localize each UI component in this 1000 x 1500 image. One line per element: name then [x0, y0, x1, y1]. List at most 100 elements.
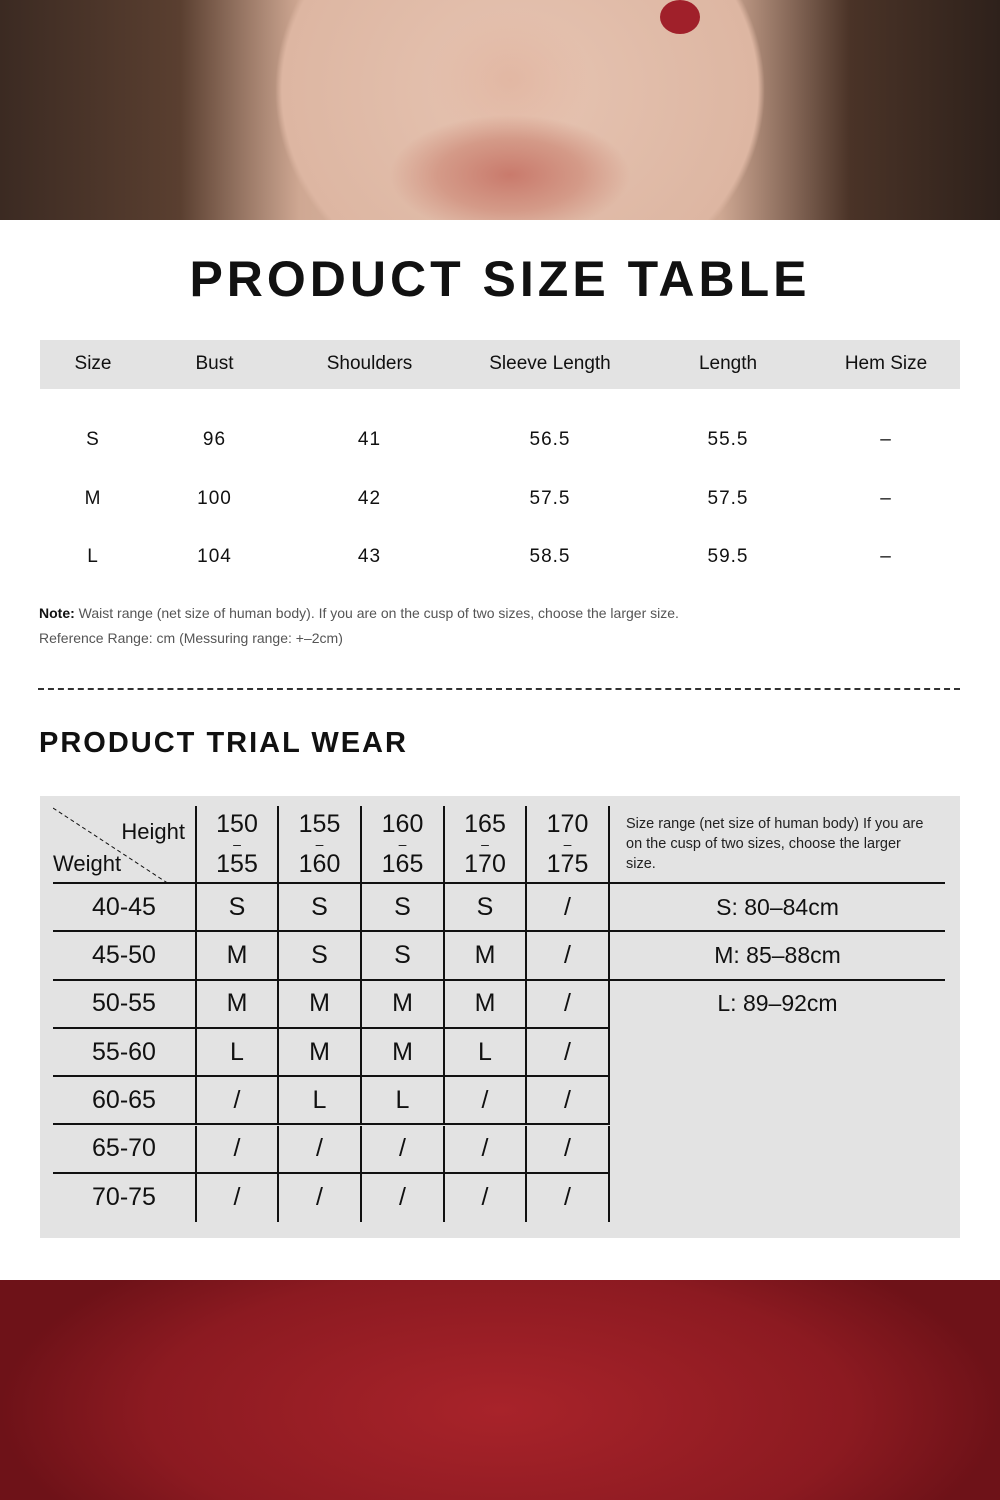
size-recommendation: M: [197, 980, 279, 1029]
height-to: 160: [298, 850, 341, 878]
size-recommendation: /: [527, 1028, 610, 1078]
size-recommendation: /: [362, 1125, 445, 1174]
size-recommendation: M: [445, 980, 527, 1029]
dash: –: [563, 836, 572, 852]
size-recommendation: L: [445, 1028, 527, 1078]
size-recommendation: /: [197, 1077, 279, 1126]
size-cell: L: [87, 546, 99, 567]
size-recommendation: /: [527, 1125, 610, 1174]
height-to: 170: [464, 850, 506, 878]
size-recommendation: M: [362, 1028, 445, 1078]
size-cell: 57.5: [707, 487, 749, 509]
size-cell: 42: [357, 487, 382, 509]
height-range: 160–165: [382, 811, 424, 877]
dash: –: [233, 836, 241, 852]
size-recommendation: L: [362, 1077, 445, 1126]
waist-range: S: 80–84cm: [610, 884, 945, 933]
size-recommendation: /: [279, 1125, 362, 1174]
height-from: 160: [381, 810, 424, 838]
height-to: 155: [216, 850, 258, 878]
height-range-header: 150–155: [197, 806, 279, 884]
dash: –: [481, 836, 489, 852]
size-cell: 41: [357, 429, 382, 450]
size-recommendation: /: [445, 1125, 527, 1174]
trial-wear-table: [40, 796, 960, 1238]
size-cell: 56.5: [529, 429, 571, 450]
height-weight-corner: Height Weight: [53, 806, 197, 884]
height-to: 175: [546, 850, 589, 878]
height-range: 155–160: [299, 811, 341, 877]
divider: [38, 688, 960, 690]
weight-range: 70-75: [53, 1173, 197, 1223]
size-recommendation: S: [362, 932, 445, 981]
dash: –: [398, 836, 407, 852]
size-recommendation: M: [445, 932, 527, 981]
size-recommendation: /: [197, 1173, 279, 1223]
height-to: 165: [381, 850, 424, 878]
height-range: 165–170: [464, 811, 506, 877]
size-recommendation: S: [197, 884, 279, 933]
height-range-header: 160–165: [362, 806, 445, 884]
height-from: 165: [464, 810, 506, 838]
size-cell: M: [84, 487, 102, 509]
note: Note: Waist range (net size of human bod…: [39, 605, 679, 621]
size-cell: S: [86, 429, 100, 450]
size-recommendation: /: [527, 884, 610, 933]
size-recommendation: S: [445, 884, 527, 933]
size-recommendation: S: [279, 884, 362, 933]
size-recommendation: /: [527, 1173, 610, 1223]
size-recommendation: L: [279, 1077, 362, 1126]
reference-range: Reference Range: cm (Messuring range: +–…: [39, 630, 343, 646]
size-recommendation: /: [527, 980, 610, 1029]
size-recommendation: /: [362, 1173, 445, 1223]
size-table-header: [40, 340, 960, 389]
size-cell: 58.5: [529, 546, 571, 567]
weight-range: 60-65: [53, 1077, 197, 1126]
size-recommendation: S: [362, 884, 445, 933]
height-range-header: 165–170: [445, 806, 527, 884]
height-range: 170–175: [547, 811, 589, 877]
height-range: 150–155: [216, 811, 258, 877]
weight-label: Weight: [53, 851, 122, 876]
size-recommendation: M: [197, 932, 279, 981]
size-range-info: Size range (net size of human body) If y…: [610, 806, 945, 884]
size-recommendation: S: [279, 932, 362, 981]
size-cell: 55.5: [707, 429, 749, 450]
waist-range: M: 85–88cm: [610, 932, 945, 981]
height-from: 155: [298, 810, 341, 838]
size-cell: 100: [197, 487, 232, 509]
waist-range: L: 89–92cm: [717, 989, 838, 1016]
diagonal-line: [53, 807, 170, 884]
height-range-header: 170–175: [527, 806, 610, 884]
page-title: PRODUCT SIZE TABLE: [189, 251, 811, 307]
height-label: Height: [121, 819, 185, 844]
size-cell: –: [880, 429, 892, 450]
weight-range: 55-60: [53, 1028, 197, 1078]
height-from: 150: [216, 810, 258, 838]
red-sweater-photo: [0, 1280, 1000, 1500]
note-text: Waist range (net size of human body). If…: [78, 605, 679, 621]
size-recommendation: /: [445, 1077, 527, 1126]
size-recommendation: M: [362, 980, 445, 1029]
model-face-photo: [0, 0, 1000, 220]
column-header: Shoulders: [326, 353, 413, 374]
column-header: Sleeve Length: [489, 353, 611, 374]
size-cell: 43: [357, 546, 382, 567]
column-header: Size: [74, 353, 112, 374]
column-header: Hem Size: [844, 353, 928, 374]
size-recommendation: /: [279, 1173, 362, 1223]
size-cell: 59.5: [707, 546, 749, 567]
size-recommendation: /: [197, 1125, 279, 1174]
weight-range: 50-55: [53, 980, 197, 1029]
size-recommendation: /: [445, 1173, 527, 1223]
earring: [660, 0, 700, 34]
weight-range: 45-50: [53, 932, 197, 981]
section-title: PRODUCT TRIAL WEAR: [39, 727, 408, 759]
height-range-header: 155–160: [279, 806, 362, 884]
dash: –: [315, 836, 324, 852]
weight-range: 40-45: [53, 884, 197, 933]
size-recommendation: L: [197, 1028, 279, 1078]
size-recommendation: M: [279, 1028, 362, 1078]
size-recommendation: M: [279, 980, 362, 1029]
column-header: Bust: [195, 353, 234, 374]
